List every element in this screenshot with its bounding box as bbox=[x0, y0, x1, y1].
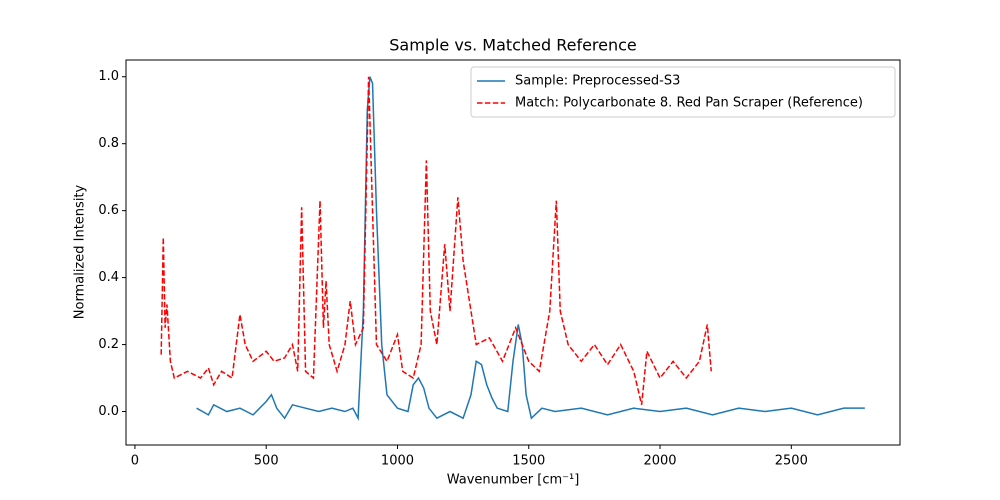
x-tick-label: 1500 bbox=[512, 454, 545, 469]
y-axis-label: Normalized Intensity bbox=[73, 184, 88, 319]
y-tick-label: 0.6 bbox=[98, 203, 119, 218]
x-tick-label: 2500 bbox=[775, 454, 808, 469]
y-tick-label: 0.0 bbox=[98, 404, 119, 419]
legend-box bbox=[470, 66, 896, 118]
y-tick-label: 0.8 bbox=[98, 136, 119, 151]
y-tick-label: 0.4 bbox=[98, 270, 119, 285]
x-tick-label: 500 bbox=[254, 454, 279, 469]
chart-title: Sample vs. Matched Reference bbox=[389, 36, 637, 55]
y-tick-label: 0.2 bbox=[98, 337, 119, 352]
y-tick-label: 1.0 bbox=[98, 69, 119, 84]
series-line bbox=[196, 76, 865, 422]
legend-label: Sample: Preprocessed-S3 bbox=[515, 74, 680, 89]
legend-label: Match: Polycarbonate 8. Red Pan Scraper … bbox=[515, 96, 863, 111]
x-tick-label: 0 bbox=[131, 454, 139, 469]
x-tick-label: 2000 bbox=[643, 454, 676, 469]
series-line bbox=[160, 76, 712, 406]
x-axis-label: Wavenumber [cm⁻¹] bbox=[447, 473, 580, 488]
x-tick-label: 1000 bbox=[381, 454, 414, 469]
plot-frame bbox=[125, 59, 901, 446]
